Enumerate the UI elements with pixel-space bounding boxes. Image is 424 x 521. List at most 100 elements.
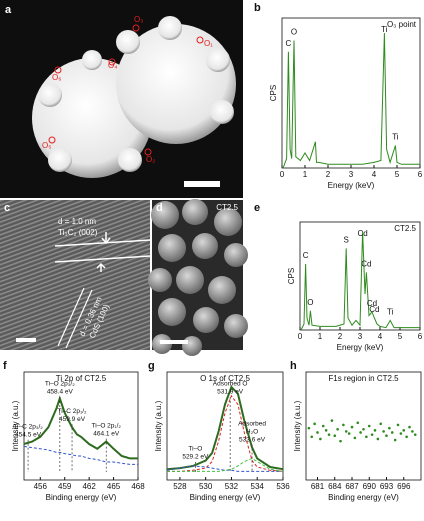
peak-label: C (303, 251, 309, 260)
point-label: O₄ (108, 61, 118, 70)
x-tick-label: 0 (298, 332, 303, 341)
chart-title: Ti 2p of CT2.5 (56, 374, 107, 383)
x-tick-label: 534 (251, 482, 265, 491)
x-tick-label: 3 (358, 332, 363, 341)
x-tick-label: 528 (173, 482, 187, 491)
plot-frame (23, 371, 139, 481)
x-tick-label: 690 (363, 482, 377, 491)
panel-letter: g (148, 360, 155, 372)
x-tick-label: 684 (328, 482, 342, 491)
peak-label: Adsorbed (238, 420, 266, 427)
x-axis-label: Binding energy (eV) (46, 493, 117, 502)
data-point (350, 425, 354, 429)
x-tick-label: 2 (326, 170, 331, 179)
y-axis-label: Intensity (a.u.) (293, 400, 302, 451)
x-tick-label: 5 (398, 332, 403, 341)
data-point (316, 431, 319, 434)
x-axis-label: Energy (keV) (328, 181, 375, 190)
x-tick-label: 536 (276, 482, 290, 491)
panel-d-image (148, 199, 248, 356)
x-tick-label: 468 (131, 482, 145, 491)
data-point (362, 427, 365, 431)
spectrum-line (167, 457, 284, 472)
spectrum-line (167, 394, 284, 472)
x-axis-label: Binding energy (eV) (328, 493, 399, 502)
data-point (336, 427, 339, 431)
x-tick-label: 456 (34, 482, 48, 491)
y-axis-label: Intensity (a.u.) (154, 400, 163, 451)
peak-label: Ti (387, 308, 394, 317)
peak-label: C (286, 39, 292, 48)
y-axis-label: CPS (287, 268, 296, 284)
data-point (347, 432, 351, 435)
data-point (402, 429, 406, 432)
panel-letter: h (290, 360, 297, 372)
data-point (330, 419, 334, 422)
peak-label: Cd (361, 260, 371, 269)
peak-label: Cd (369, 305, 379, 314)
data-point (307, 426, 311, 430)
peak-label: 459.9 eV (59, 416, 86, 423)
y-axis-label: CPS (269, 85, 278, 101)
data-point (379, 422, 383, 426)
point-label: O₂ (146, 155, 155, 164)
panel-letter: d (156, 202, 163, 214)
annotation: d = 1.0 nm (58, 217, 96, 226)
spectrum-line (23, 445, 138, 465)
data-point (408, 425, 411, 429)
x-tick-label: 6 (418, 170, 423, 179)
spectrum-line (23, 395, 138, 460)
data-point (342, 423, 345, 427)
x-tick-label: 687 (345, 482, 359, 491)
x-tick-label: 1 (318, 332, 323, 341)
spectrum-line (166, 385, 284, 471)
data-point (405, 435, 408, 439)
peak-label: 533.6 eV (239, 436, 266, 443)
point-label: O₃ (134, 15, 143, 24)
data-point (393, 438, 397, 442)
point-label: O₅ (42, 141, 51, 150)
data-point (333, 434, 337, 438)
x-tick-label: 532 (225, 482, 239, 491)
peak-label: 458.4 eV (47, 389, 74, 396)
chart-title: CT2.5 (394, 224, 416, 233)
data-point (373, 429, 377, 432)
x-tick-label: 3 (349, 170, 354, 179)
annotation: Ti₃C₂ (002) (58, 228, 98, 237)
plot-frame (166, 371, 284, 481)
panel-letter: a (5, 4, 12, 16)
peak-label: Ti–O (188, 446, 202, 453)
chart-title: O 1s of CT2.5 (200, 374, 250, 383)
peak-label: Ti–O 2p₁/₂ (92, 422, 122, 429)
y-axis-label: Intensity (a.u.) (11, 400, 20, 451)
data-point (411, 430, 414, 433)
panel-letter: e (254, 202, 260, 214)
peak-label: S (344, 236, 349, 245)
spectrum-line (166, 465, 283, 472)
data-point (310, 435, 314, 439)
data-point (344, 430, 348, 433)
peak-label: Ti–C 2p₃/₂ (13, 424, 43, 431)
plot-frame (305, 371, 422, 481)
panel-letter: b (254, 2, 261, 14)
data-point (382, 430, 385, 433)
spectrum-line (300, 231, 420, 331)
x-tick-label: 681 (311, 482, 325, 491)
x-tick-label: 5 (395, 170, 400, 179)
peak-label: 454.5 eV (15, 432, 42, 439)
data-point (339, 439, 342, 443)
data-point (376, 437, 380, 441)
data-point (313, 422, 316, 426)
x-tick-label: 459 (58, 482, 72, 491)
plot-frame (281, 17, 421, 169)
peak-label: Adsorbed O (213, 381, 248, 388)
image-label: CT2.5 (216, 203, 238, 212)
data-point (370, 433, 374, 436)
data-point (390, 431, 394, 434)
x-tick-label: 6 (418, 332, 423, 341)
data-point (385, 434, 388, 438)
panel-a-image (0, 0, 243, 198)
data-point (327, 433, 331, 436)
x-tick-label: 530 (199, 482, 213, 491)
